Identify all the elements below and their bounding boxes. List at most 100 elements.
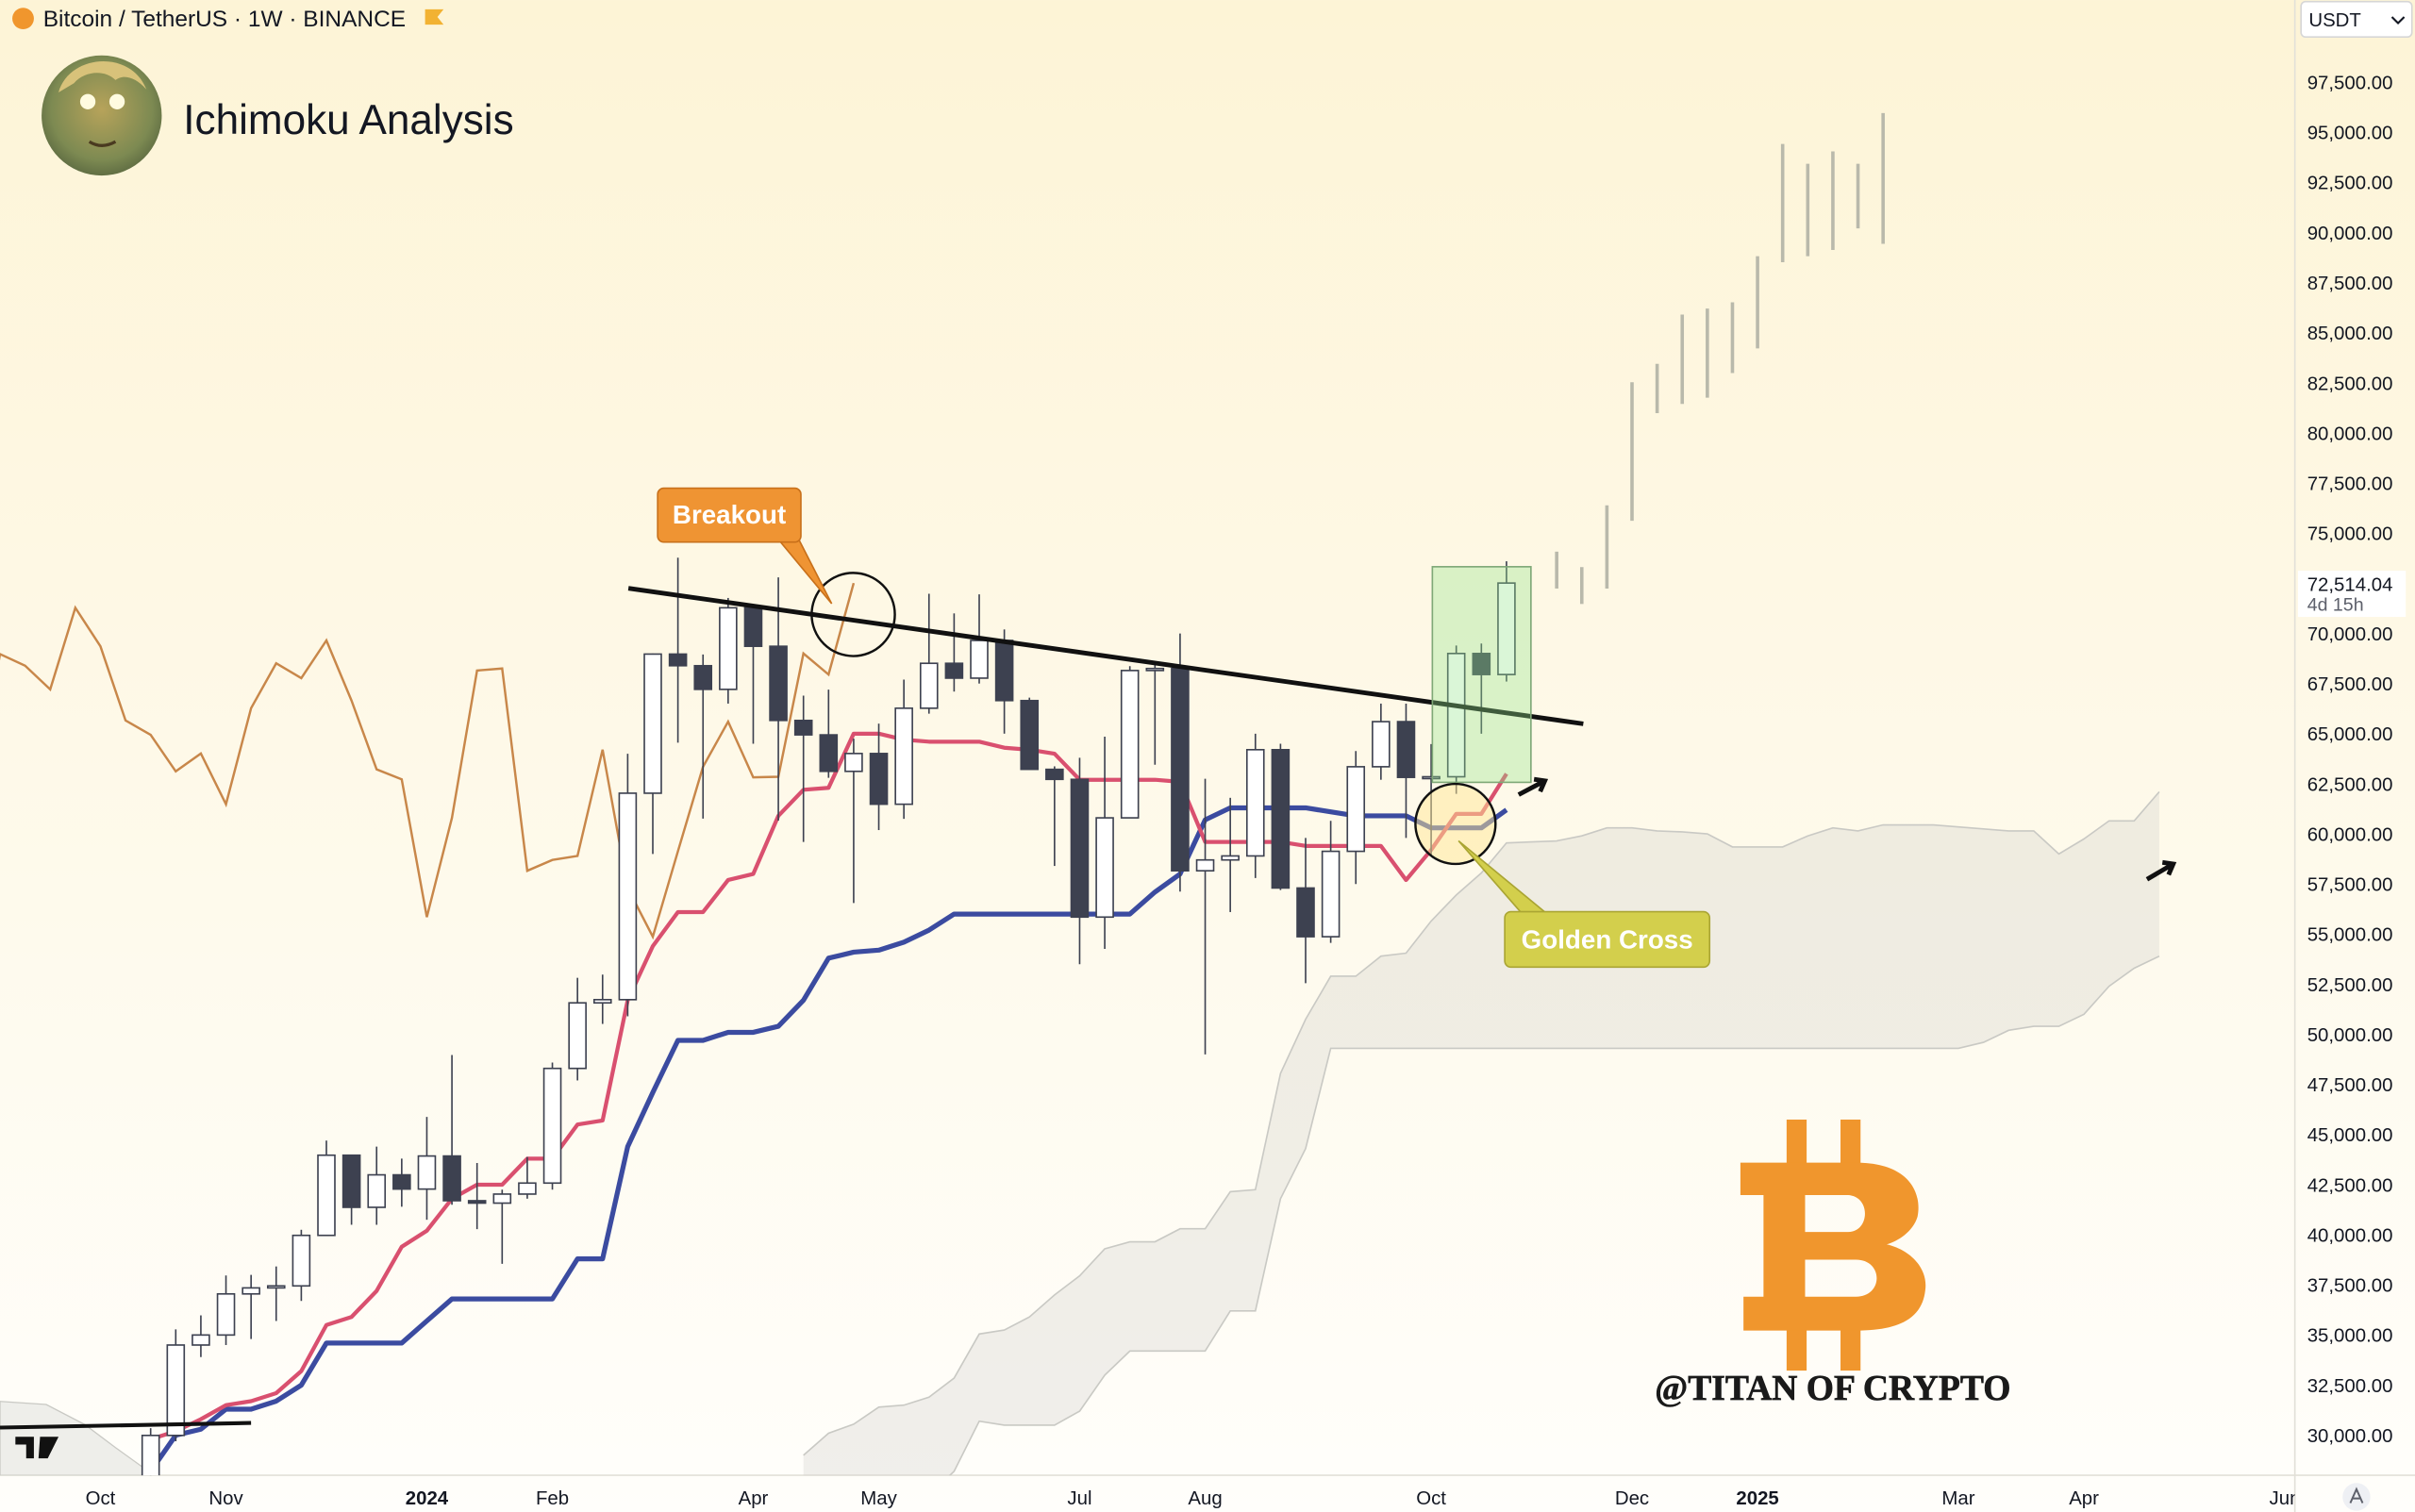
candle-layer (141, 557, 1516, 1476)
candle-body (643, 653, 662, 794)
candle-body (1171, 667, 1190, 872)
currency-box[interactable] (2300, 0, 2413, 39)
y-tick-label: 40,000.00 (2307, 1225, 2393, 1246)
candle-body (467, 1200, 487, 1205)
candle-body (618, 792, 638, 1001)
candle-body (1095, 817, 1114, 919)
chart-title: Ichimoku Analysis (183, 97, 513, 143)
currency-label[interactable]: USDT (2308, 10, 2361, 31)
breakout-circle (810, 572, 896, 657)
tv-mark (15, 1437, 59, 1459)
candle-body (970, 640, 989, 679)
y-tick-label: 70,000.00 (2307, 624, 2393, 645)
candle-body (1346, 766, 1366, 853)
logo-bar (1840, 1119, 1861, 1170)
last-price-label: 72,514.04 4d 15h (2297, 571, 2407, 618)
y-tick-label: 30,000.00 (2307, 1426, 2393, 1447)
y-tick-label: 52,500.00 (2307, 975, 2393, 996)
candle-body (1120, 670, 1140, 819)
candle-body (1296, 887, 1315, 938)
candle-body (869, 753, 889, 806)
golden-cross-circle (1414, 782, 1497, 866)
candle-body (392, 1173, 411, 1190)
auto-scale-button[interactable] (2342, 1483, 2371, 1511)
candle-body (668, 653, 688, 667)
symbol-icon (12, 8, 34, 30)
y-tick-label: 32,500.00 (2307, 1376, 2393, 1397)
candle-body (1271, 749, 1291, 889)
avatar-circle (42, 55, 162, 176)
x-tick-label: Dec (1615, 1488, 1649, 1509)
y-tick-label: 75,000.00 (2307, 524, 2393, 545)
currency-selector[interactable]: USDT (2300, 0, 2413, 39)
candle-body (568, 1002, 587, 1070)
candle-body (944, 662, 964, 679)
logo-bar (1786, 1321, 1807, 1371)
avatar (42, 55, 162, 176)
candle-body (1070, 778, 1090, 919)
candle-body (693, 664, 713, 690)
candle-body (1145, 667, 1165, 672)
y-tick-label: 80,000.00 (2307, 424, 2393, 444)
y-tick-label: 65,000.00 (2307, 724, 2393, 745)
x-tick-label: 2025 (1736, 1488, 1778, 1509)
candle-body (769, 645, 788, 722)
y-tick-label: 77,500.00 (2307, 474, 2393, 495)
logo-b (1740, 1162, 1926, 1331)
candle-body (166, 1344, 186, 1437)
golden-cross-callout: Golden Cross (1457, 839, 1711, 969)
callout-text: Breakout (673, 500, 786, 529)
candle-body (1321, 850, 1341, 938)
x-tick-label: Feb (536, 1488, 569, 1509)
symbol-header: Bitcoin / TetherUS · 1W · BINANCE (43, 7, 406, 32)
logo-bar (1786, 1119, 1807, 1170)
candle-body (793, 719, 813, 736)
flag-icon (425, 8, 444, 25)
countdown: 4d 15h (2307, 595, 2364, 616)
y-tick-label: 42,500.00 (2307, 1175, 2393, 1196)
highlight-box (1431, 566, 1532, 784)
chevron[interactable] (2390, 16, 2406, 25)
arrow (2145, 859, 2177, 882)
auto-icon[interactable] (2349, 1487, 2364, 1504)
x-tick-label: Mar (1941, 1488, 1974, 1509)
candle-body (242, 1287, 260, 1295)
avatar-hair (58, 61, 147, 92)
candle-body (542, 1067, 562, 1185)
auto-button[interactable] (2342, 1483, 2371, 1511)
tv-logo (15, 1437, 59, 1459)
candle-body (894, 707, 913, 806)
candle-body (192, 1334, 210, 1346)
y-tick-label: 47,500.00 (2307, 1075, 2393, 1096)
x-tick-label: May (860, 1488, 897, 1509)
plot-area: Breakout Golden Cross @TITAN OF CRYPTO (0, 112, 2177, 1476)
candle-body (1396, 721, 1416, 778)
x-tick-label: 2024 (406, 1488, 449, 1509)
candle-body (1045, 768, 1064, 781)
callout-box (1504, 910, 1711, 969)
watermark: @TITAN OF CRYPTO (1655, 1370, 2010, 1408)
y-tick-label: 35,000.00 (2307, 1326, 2393, 1347)
y-tick-label: 85,000.00 (2307, 324, 2393, 344)
trend-line (627, 586, 1584, 726)
y-tick-label: 57,500.00 (2307, 875, 2393, 896)
candle-body (417, 1155, 437, 1190)
cloud-fill (803, 791, 2159, 1476)
candle-body (1497, 582, 1516, 675)
candle-body (1221, 855, 1240, 861)
breakout-callout: Breakout (657, 487, 833, 605)
y-tick-label: 37,500.00 (2307, 1276, 2393, 1297)
avatar-mouth (88, 140, 117, 147)
y-tick-label: 45,000.00 (2307, 1125, 2393, 1146)
candle-body (1372, 721, 1391, 768)
y-tick-label: 62,500.00 (2307, 774, 2393, 795)
x-tick-label: Nov (208, 1488, 243, 1509)
x-tick-label: Apr (2069, 1488, 2099, 1509)
candle-body (367, 1173, 387, 1208)
logo-bar (1840, 1321, 1861, 1371)
candle-body (844, 753, 863, 773)
candle-body (1422, 775, 1441, 780)
avatar-eye (108, 93, 125, 109)
x-tick-label: Jun (2270, 1488, 2301, 1509)
